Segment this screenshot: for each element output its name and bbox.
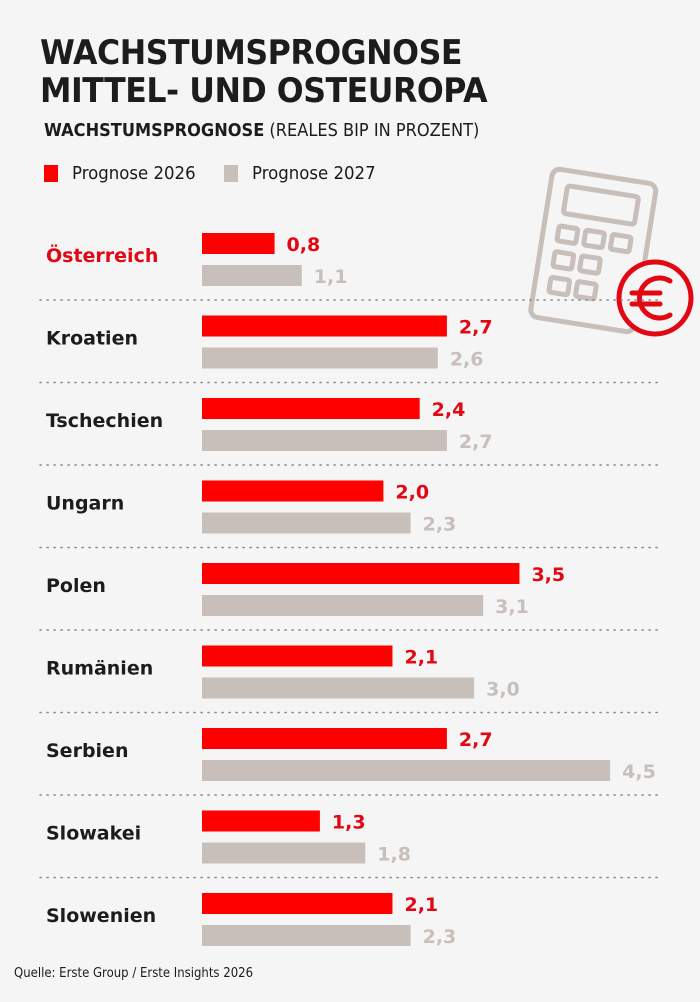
bar-serbien-2026 (202, 728, 447, 749)
value-label-rumanien-2026: 2,1 (404, 647, 438, 669)
legend-item-2027: Prognose 2027 (224, 163, 386, 184)
bar-rumanien-2026 (202, 645, 393, 667)
category-label-polen: Polen (46, 575, 106, 597)
subtitle-rest: (REALES BIP IN PROZENT) (264, 120, 480, 141)
value-label-slowenien-2026: 2,1 (404, 894, 438, 916)
bar-tschechien-2027 (202, 430, 447, 451)
bar-ungarn-2027 (202, 512, 411, 534)
bar-kroatien-2027 (202, 347, 438, 369)
chart-title-line-2: MITTEL- UND OSTEUROPA (40, 71, 488, 111)
value-label-tschechien-2027: 2,7 (459, 431, 493, 453)
bar-ungarn-2026 (202, 480, 384, 502)
value-label-ungarn-2026: 2,0 (395, 482, 429, 504)
value-label-rumanien-2027: 3,0 (486, 679, 520, 701)
category-label-ungarn: Ungarn (46, 493, 124, 515)
value-label-kroatien-2026: 2,7 (459, 317, 493, 339)
category-label-slowenien: Slowenien (46, 905, 156, 927)
value-label-ungarn-2027: 2,3 (423, 514, 457, 536)
source-note: Quelle: Erste Group / Erste Insights 202… (14, 966, 254, 981)
value-label-tschechien-2026: 2,4 (432, 399, 466, 421)
chart-title-line-1: WACHSTUMSPROGNOSE (40, 33, 463, 73)
bar-slowenien-2027 (202, 925, 411, 946)
bar-polen-2026 (202, 563, 520, 584)
bar-slowakei-2026 (202, 810, 320, 832)
value-label-polen-2027: 3,1 (495, 596, 529, 618)
legend-swatch-2026 (44, 165, 58, 182)
bar-slowakei-2027 (202, 842, 366, 864)
value-label-kroatien-2027: 2,6 (450, 349, 484, 371)
chart-subtitle: WACHSTUMSPROGNOSE (REALES BIP IN PROZENT… (44, 120, 479, 141)
bar-tschechien-2026 (202, 398, 420, 419)
bar-polen-2027 (202, 595, 484, 616)
subtitle-bold: WACHSTUMSPROGNOSE (44, 120, 265, 141)
value-label-serbien-2027: 4,5 (622, 761, 656, 783)
category-label-kroatien: Kroatien (46, 328, 138, 350)
legend-swatch-2027 (224, 165, 239, 182)
bar-osterreich-2026 (202, 233, 275, 254)
value-label-osterreich-2026: 0,8 (287, 234, 321, 256)
category-label-slowakei: Slowakei (46, 823, 141, 845)
legend: Prognose 2026 Prognose 2027 (44, 163, 405, 184)
category-label-serbien: Serbien (46, 740, 128, 762)
value-label-slowenien-2027: 2,3 (423, 926, 457, 948)
category-label-tschechien: Tschechien (46, 410, 163, 432)
legend-label-2027: Prognose 2027 (252, 163, 377, 184)
value-label-serbien-2026: 2,7 (459, 729, 493, 751)
category-label-rumanien: Rumänien (46, 658, 153, 680)
value-label-polen-2026: 3,5 (531, 564, 565, 586)
bar-kroatien-2026 (202, 315, 447, 337)
legend-label-2026: Prognose 2026 (72, 163, 196, 184)
value-label-osterreich-2027: 1,1 (314, 266, 348, 288)
legend-item-2026: Prognose 2026 (44, 163, 206, 184)
calculator-icon (528, 166, 659, 335)
euro-coin-icon (616, 259, 694, 337)
bar-serbien-2027 (202, 760, 611, 781)
bar-slowenien-2026 (202, 893, 393, 914)
value-label-slowakei-2026: 1,3 (332, 812, 366, 834)
chart-title: WACHSTUMSPROGNOSE MITTEL- UND OSTEUROPA (40, 33, 488, 111)
bar-osterreich-2027 (202, 265, 302, 286)
value-label-slowakei-2027: 1,8 (377, 844, 411, 866)
bar-rumanien-2027 (202, 677, 475, 699)
category-label-osterreich: Österreich (46, 243, 158, 267)
calculator-euro-icon (528, 166, 694, 337)
